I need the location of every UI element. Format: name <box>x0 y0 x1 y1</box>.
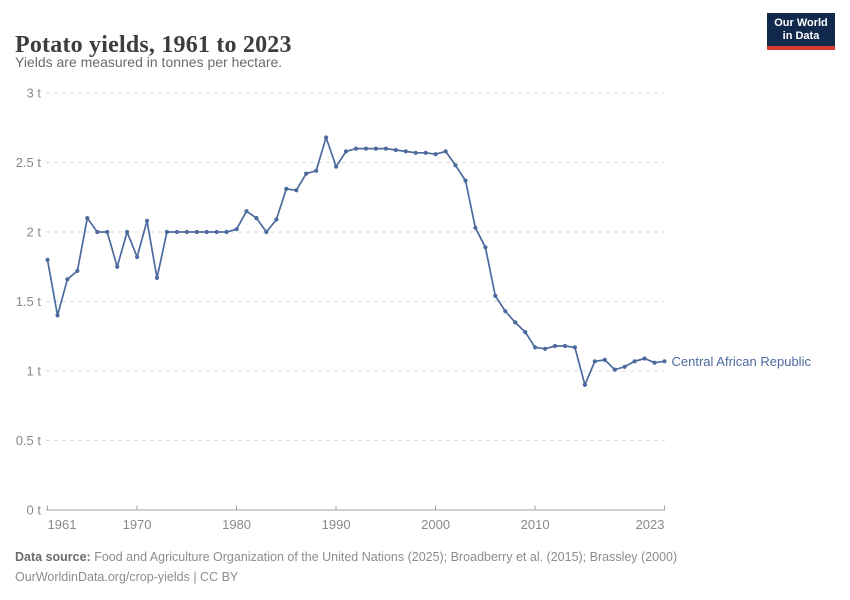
data-point-1985[interactable] <box>284 186 289 191</box>
data-point-1966[interactable] <box>95 229 100 235</box>
data-point-2018[interactable] <box>612 367 617 372</box>
data-point-1968[interactable] <box>115 264 120 269</box>
data-point-1964[interactable] <box>75 268 80 273</box>
data-point-2004[interactable] <box>473 225 478 230</box>
data-point-1976[interactable] <box>194 229 199 235</box>
owid-crop-yields-link[interactable]: OurWorldinData.org/crop-yields <box>15 570 190 584</box>
y-axis-tick-label: 1.5 t <box>16 294 42 309</box>
owid-logo[interactable]: Our World in Data <box>767 13 835 50</box>
data-source-line: Data source: Food and Agriculture Organi… <box>15 547 725 567</box>
series-label-central-african-republic[interactable]: Central African Republic <box>672 354 812 369</box>
data-point-1992[interactable] <box>353 146 359 151</box>
y-axis-tick-label: 0 t <box>27 503 42 518</box>
data-point-1997[interactable] <box>403 149 408 154</box>
data-point-1987[interactable] <box>304 171 309 176</box>
data-point-1986[interactable] <box>294 188 299 193</box>
data-point-1981[interactable] <box>244 209 249 214</box>
owid-logo-line1: Our World <box>774 17 828 29</box>
data-point-1995[interactable] <box>383 146 388 151</box>
data-point-2020[interactable] <box>632 359 637 364</box>
license-cc-by[interactable]: | CC BY <box>189 570 239 584</box>
data-point-1974[interactable] <box>174 229 179 235</box>
data-point-2002[interactable] <box>453 163 458 168</box>
data-point-2023[interactable] <box>662 359 667 364</box>
data-point-1962[interactable] <box>55 313 60 318</box>
data-point-2005[interactable] <box>483 245 488 250</box>
data-point-1969[interactable] <box>125 229 130 235</box>
series-line <box>46 136 665 386</box>
data-point-1980[interactable] <box>234 227 239 232</box>
data-point-2010[interactable] <box>533 345 538 350</box>
data-point-1977[interactable] <box>204 229 209 235</box>
chart-subtitle: Yields are measured in tonnes per hectar… <box>15 54 283 70</box>
data-point-1999[interactable] <box>423 150 428 155</box>
data-source-label: Data source: <box>15 550 91 564</box>
data-point-2019[interactable] <box>622 364 627 369</box>
data-point-1994[interactable] <box>373 146 378 151</box>
data-point-1973[interactable] <box>164 229 169 235</box>
y-axis-tick-label: 2.5 t <box>16 155 42 170</box>
data-point-1978[interactable] <box>214 229 219 235</box>
owid-logo-line2: in Data <box>782 30 820 42</box>
data-point-1998[interactable] <box>413 150 418 155</box>
x-axis-tick-label: 2000 <box>421 517 450 532</box>
data-point-1984[interactable] <box>274 217 279 222</box>
data-point-2003[interactable] <box>463 178 468 183</box>
data-point-1989[interactable] <box>324 135 329 140</box>
data-point-2001[interactable] <box>443 149 448 154</box>
data-point-1979[interactable] <box>224 229 229 235</box>
data-point-1970[interactable] <box>135 254 140 260</box>
data-point-2009[interactable] <box>523 330 528 335</box>
y-axis-tick-label: 1 t <box>27 364 42 379</box>
chart-title: Potato yields, 1961 to 2023 <box>15 32 292 59</box>
data-point-1965[interactable] <box>85 216 90 221</box>
data-point-2007[interactable] <box>503 309 508 314</box>
data-point-1963[interactable] <box>65 277 70 282</box>
data-point-2013[interactable] <box>562 343 568 349</box>
data-point-1991[interactable] <box>343 149 349 154</box>
x-axis-tick-label: 1961 <box>48 517 77 532</box>
footer: Data source: Food and Agriculture Organi… <box>15 547 725 587</box>
data-point-2006[interactable] <box>493 293 498 298</box>
data-point-2014[interactable] <box>572 345 578 350</box>
data-point-2008[interactable] <box>513 320 518 325</box>
data-point-2017[interactable] <box>602 357 607 362</box>
x-axis-tick-label: 2010 <box>521 517 550 532</box>
x-axis-tick-label: 1980 <box>222 517 251 532</box>
y-axis-tick-label: 2 t <box>27 225 42 240</box>
y-axis-tick-label: 3 t <box>27 86 42 101</box>
data-point-2015[interactable] <box>582 382 588 387</box>
data-source-text: Food and Agriculture Organization of the… <box>90 550 678 564</box>
footer-links-line: OurWorldinData.org/crop-yields | CC BY <box>15 567 725 587</box>
x-axis-tick-label: 1970 <box>123 517 152 532</box>
y-axis-tick-label: 0.5 t <box>16 433 42 448</box>
data-point-2016[interactable] <box>592 359 597 364</box>
data-point-2011[interactable] <box>543 346 548 351</box>
data-point-1971[interactable] <box>144 218 150 223</box>
data-point-1983[interactable] <box>264 229 269 235</box>
data-point-2012[interactable] <box>552 343 558 349</box>
data-point-1982[interactable] <box>254 216 259 221</box>
data-point-1996[interactable] <box>393 147 398 153</box>
data-point-2022[interactable] <box>652 360 657 365</box>
data-point-1990[interactable] <box>334 164 339 169</box>
data-point-1975[interactable] <box>184 229 189 235</box>
data-point-2021[interactable] <box>642 356 647 361</box>
data-point-1972[interactable] <box>154 275 160 280</box>
data-point-1967[interactable] <box>105 229 110 235</box>
data-point-2000[interactable] <box>433 152 438 157</box>
data-point-1961[interactable] <box>45 257 50 262</box>
data-point-1993[interactable] <box>363 146 369 151</box>
x-axis-tick-label: 2023 <box>636 517 665 532</box>
data-point-1988[interactable] <box>314 168 319 173</box>
x-axis-tick-label: 1990 <box>322 517 351 532</box>
